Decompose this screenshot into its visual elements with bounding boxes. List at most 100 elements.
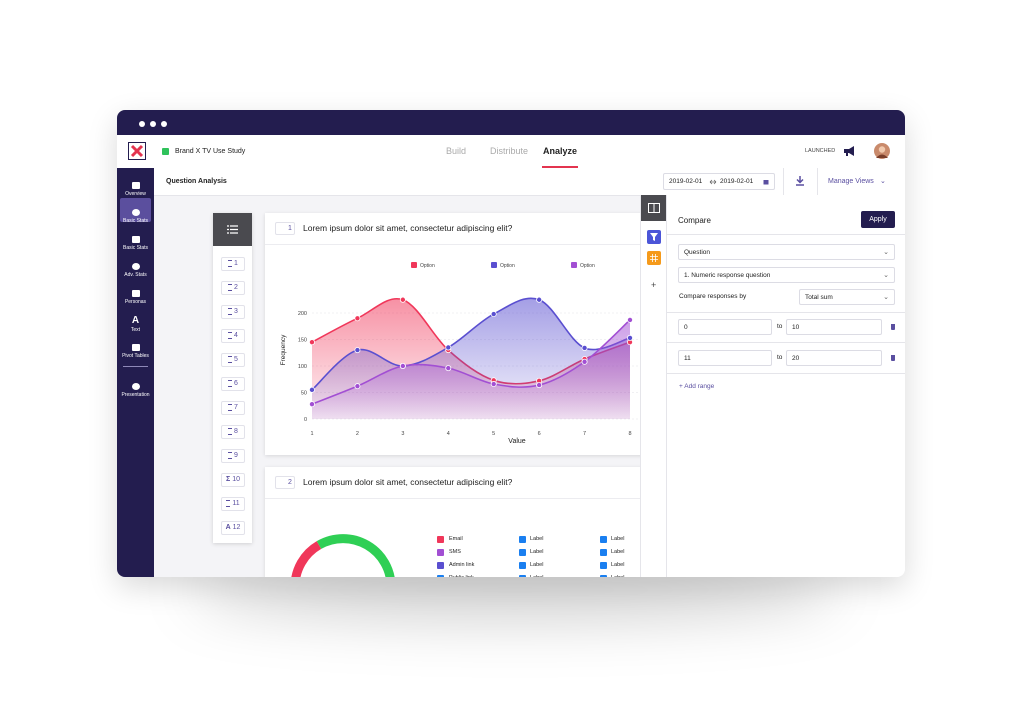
question-link[interactable]: 11: [221, 497, 245, 511]
nav-icon: [131, 263, 140, 270]
project-name[interactable]: Brand X TV Use Study: [175, 148, 246, 155]
question-number: 10: [232, 476, 240, 483]
filter-tool[interactable]: [647, 230, 661, 244]
nav-icon: [131, 383, 140, 390]
x-axis-label: Value: [508, 438, 525, 445]
select-text: 1. Numeric response question: [684, 272, 771, 279]
question-link[interactable]: 3: [221, 305, 245, 319]
nav-item[interactable]: Overview: [117, 181, 154, 197]
tab[interactable]: Build: [446, 146, 467, 156]
question-link[interactable]: 2: [221, 281, 245, 295]
question-link[interactable]: 5: [221, 353, 245, 367]
nav-label: Basic Stats: [122, 218, 148, 224]
question-link[interactable]: 7: [221, 401, 245, 415]
nav-item[interactable]: Adv. Stats: [117, 262, 154, 278]
question-link[interactable]: A 12: [221, 521, 245, 535]
nav-icon: [131, 344, 140, 351]
range-to[interactable]: 20: [786, 350, 882, 366]
manage-views[interactable]: Manage Views: [828, 178, 874, 185]
question-icon: [228, 355, 233, 363]
tab-underline: [542, 166, 578, 168]
x-tick-label: 7: [583, 431, 586, 437]
nav-item[interactable]: A Text: [117, 316, 154, 334]
logo[interactable]: [128, 142, 146, 160]
question-link[interactable]: 4: [221, 329, 245, 343]
delete-range[interactable]: [891, 324, 895, 330]
nav-icon: [131, 209, 140, 216]
legend-swatch: [491, 262, 497, 268]
question-link[interactable]: 8: [221, 425, 245, 439]
range-list: 0 to 10 11 to 20: [667, 312, 905, 392]
nav-item[interactable]: Personas: [117, 289, 154, 305]
range-value: 0: [684, 324, 688, 331]
panel-title: Compare: [678, 216, 711, 225]
question-icon: [228, 307, 233, 315]
nav-icon: [131, 290, 140, 297]
range-from[interactable]: 11: [678, 350, 772, 366]
legend-swatch: [600, 575, 607, 577]
question-icon: [228, 283, 233, 291]
legend-label: Label: [611, 575, 624, 577]
nav-item[interactable]: Basic Stats: [117, 235, 154, 251]
nav-label: Basic Stats: [122, 245, 148, 251]
nav-item[interactable]: Presentation: [117, 382, 154, 398]
status-label: LAUNCHED: [805, 148, 836, 154]
legend-label: Label: [611, 536, 625, 542]
date-end: 2019-02-01: [720, 178, 754, 185]
question-number: 8: [234, 428, 238, 435]
legend-swatch: [519, 562, 526, 569]
point: [490, 311, 497, 318]
x-tick-label: 4: [447, 431, 450, 437]
question-card: 2 Lorem ipsum dolor sit amet, consectetu…: [265, 467, 665, 577]
line: [311, 319, 631, 405]
legend-label: Public link: [449, 575, 474, 577]
filter-icon: [650, 233, 658, 241]
page-title: Question Analysis: [166, 178, 227, 185]
download-icon[interactable]: [795, 176, 805, 186]
question-number: 1: [288, 225, 292, 232]
tab-active[interactable]: Analyze: [543, 146, 578, 156]
chevron[interactable]: ⌄: [880, 178, 886, 185]
legend-label: SMS: [449, 549, 461, 555]
avatar[interactable]: [874, 143, 890, 159]
range-to[interactable]: 10: [786, 319, 882, 335]
table-tool[interactable]: [647, 251, 661, 265]
question-link[interactable]: 9: [221, 449, 245, 463]
question-card: 1 Lorem ipsum dolor sit amet, consectetu…: [265, 213, 665, 455]
legend-label: Email: [449, 536, 463, 542]
legend-swatch: [519, 549, 526, 556]
date-range[interactable]: 2019-02-01 2019-02-01: [663, 173, 775, 190]
add-tool[interactable]: +: [651, 280, 657, 290]
calendar-icon[interactable]: [763, 179, 769, 185]
apply-button[interactable]: Apply: [861, 211, 895, 228]
legend-swatch: [437, 575, 444, 577]
delete-range[interactable]: [891, 355, 895, 361]
add-range[interactable]: + Add range: [679, 383, 715, 390]
question-value-select[interactable]: 1. Numeric response question ⌄: [678, 267, 895, 283]
compare-by-select[interactable]: Total sum ⌄: [799, 289, 895, 305]
x-tick-label: 3: [401, 431, 404, 437]
question-number: 12: [232, 524, 241, 531]
question-link[interactable]: Σ 10: [221, 473, 245, 487]
legend-label: Option: [420, 263, 435, 269]
window-dot: [150, 121, 156, 127]
question-link[interactable]: 6: [221, 377, 245, 391]
x-tick-label: 8: [628, 431, 631, 437]
nav-item[interactable]: Pivot Tables: [117, 343, 154, 359]
compare-tool[interactable]: [641, 195, 667, 221]
question-link[interactable]: 1: [221, 257, 245, 271]
question-number: 5: [234, 356, 238, 363]
nav-item[interactable]: Basic Stats: [117, 208, 154, 224]
megaphone-icon[interactable]: [842, 145, 856, 157]
range-value: 20: [792, 355, 800, 362]
question-select[interactable]: Question ⌄: [678, 244, 895, 260]
legend-label: Label: [611, 549, 625, 555]
y-axis-label: Frequency: [280, 334, 287, 365]
window-dot: [139, 121, 145, 127]
list-icon[interactable]: [227, 225, 238, 234]
title-bar: [117, 110, 905, 135]
question-number: 7: [234, 404, 238, 411]
tab[interactable]: Distribute: [490, 146, 529, 156]
compare-panel: Compare Apply Question ⌄ 1. Numeric respo…: [666, 195, 905, 577]
range-from[interactable]: 0: [678, 319, 772, 335]
